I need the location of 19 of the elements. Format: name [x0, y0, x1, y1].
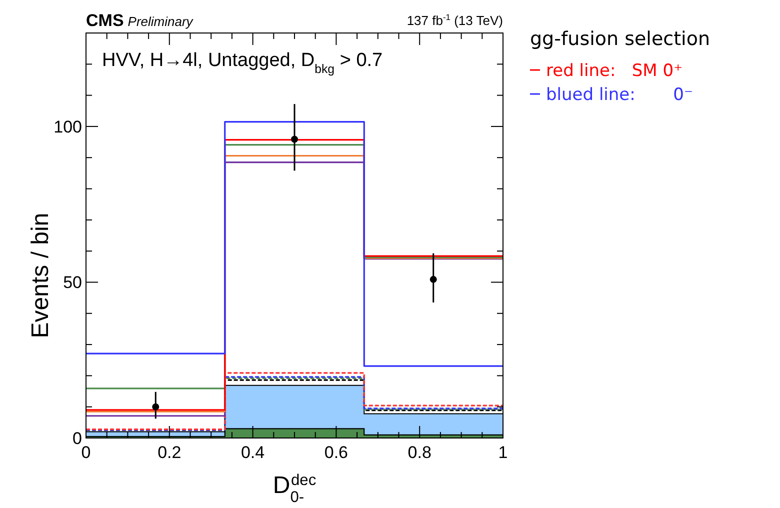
point	[291, 136, 298, 143]
y-axis-title: Events / bin	[27, 212, 54, 338]
legend-title: gg-fusion selection	[530, 28, 710, 50]
x-tick-label: 0.6	[324, 443, 348, 462]
annotation: HVV, H→4l, Untagged, D$_{bkg}$ > 0.7	[102, 50, 383, 76]
legend-label: red line: SM 0⁺	[546, 61, 683, 81]
y-tick-label: 0	[72, 429, 82, 448]
y-tick-label: 100	[54, 117, 82, 136]
legend-label: blued line: 0⁻	[546, 85, 693, 105]
x-tick-label: 0.4	[240, 443, 265, 462]
y-tick-label: 50	[63, 273, 82, 292]
chart-title: CMS	[86, 11, 124, 30]
x-tick-label: 1	[498, 443, 508, 462]
x-tick-label: 0.8	[408, 443, 432, 462]
x-tick-label: 0.2	[158, 443, 182, 462]
text: 137 fb$^{-1}$ (13 TeV)	[406, 12, 503, 28]
point	[152, 403, 160, 410]
chart-subtitle: Preliminary	[128, 14, 194, 29]
point	[430, 276, 437, 283]
